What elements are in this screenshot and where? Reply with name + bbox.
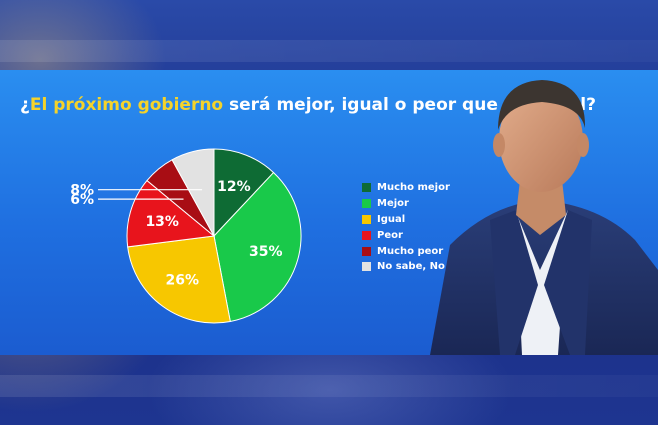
pie-slice-no-sabe-no-contesta — [171, 148, 215, 237]
legend-label: Igual — [377, 213, 406, 225]
legend-swatch — [362, 199, 371, 209]
pie-slice-peor — [126, 179, 216, 248]
legend-label: Mejor — [377, 198, 409, 210]
pie-slice-mejor — [213, 171, 302, 323]
slice-label: 13% — [145, 214, 179, 230]
legend-item: Mucho mejor — [362, 180, 497, 196]
title-highlight: El próximo gobierno — [29, 95, 224, 115]
legend-item: No sabe, No contesta — [362, 259, 497, 275]
legend-item: Igual — [362, 212, 497, 228]
legend-item: Mucho peor — [362, 243, 497, 259]
slice-label: 12% — [217, 179, 251, 195]
pie-chart: 12% 35% 26% 13% 6%8% — [70, 148, 302, 324]
survey-panel: ¿El próximo gobierno será mejor, igual o… — [0, 70, 658, 355]
legend-item: Mejor — [362, 196, 497, 212]
pie-slice-mucho-mejor — [213, 148, 275, 238]
ear-right — [577, 133, 589, 157]
title-prefix: ¿ — [20, 95, 30, 115]
neck — [516, 180, 566, 235]
legend-swatch — [362, 183, 371, 193]
face — [499, 88, 583, 192]
legend-swatch — [362, 262, 371, 272]
legend-label: Mucho mejor — [377, 182, 450, 194]
slice-label: 35% — [249, 244, 283, 260]
background-stripe — [0, 375, 658, 397]
legend-label: Mucho peor — [377, 245, 444, 257]
pie-slice-igual — [127, 235, 231, 324]
background-stripe — [0, 40, 658, 62]
legend-item: Peor — [362, 227, 497, 243]
legend-swatch — [362, 230, 371, 240]
ear-left — [493, 133, 505, 157]
politician-photo — [430, 80, 658, 355]
legend-swatch — [362, 246, 371, 256]
legend-swatch — [362, 214, 371, 224]
legend-label: Peor — [377, 229, 403, 241]
slice-label: 8% — [70, 183, 94, 199]
shirt — [515, 210, 568, 355]
slice-label: 26% — [166, 273, 200, 289]
chart-legend: Mucho mejor Mejor Igual Peor Mucho peor No sa… — [362, 180, 497, 275]
slice-label: 6% — [70, 192, 94, 208]
hair — [498, 80, 586, 130]
lapel-left — [490, 210, 538, 355]
lapel-right — [544, 210, 592, 355]
legend-label: No sabe, No contesta — [377, 261, 498, 273]
